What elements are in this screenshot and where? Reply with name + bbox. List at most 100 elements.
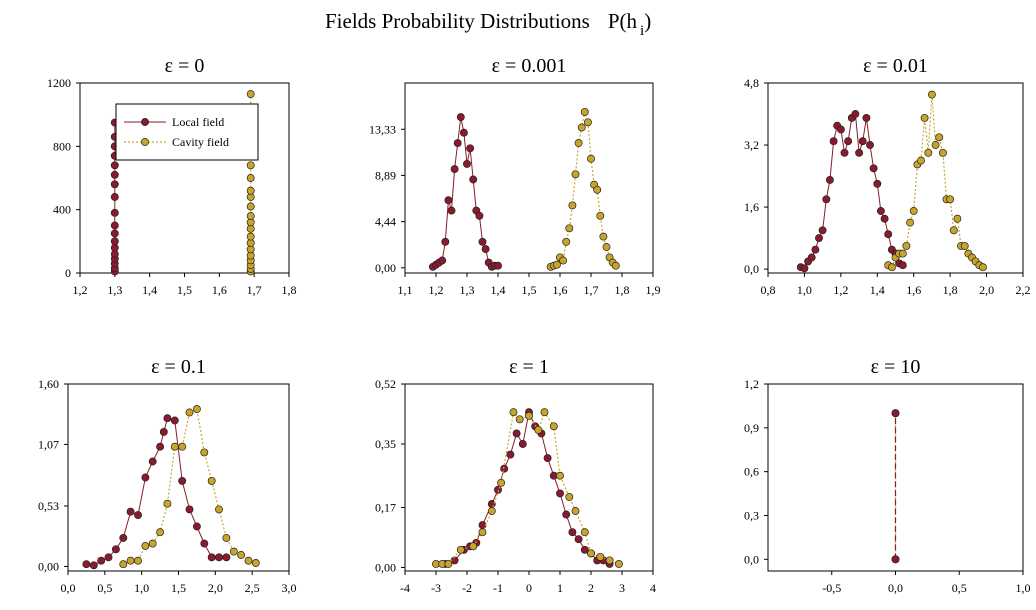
- data-point-local: [119, 533, 128, 542]
- data-point-local: [475, 211, 484, 220]
- data-point-cavity: [534, 425, 543, 434]
- y-tick-label: 800: [53, 139, 71, 153]
- data-point-local: [898, 261, 907, 270]
- data-point-cavity: [574, 139, 583, 148]
- y-tick-label: 0,3: [744, 508, 759, 522]
- data-point-cavity: [556, 471, 564, 480]
- data-point-cavity: [602, 243, 611, 251]
- data-point-cavity: [552, 260, 561, 269]
- data-point-cavity: [246, 90, 255, 99]
- legend-marker: [141, 138, 149, 146]
- x-tick-label: 1: [557, 581, 563, 595]
- data-point-local: [441, 237, 450, 246]
- data-point-cavity: [938, 148, 947, 157]
- data-point-cavity: [909, 207, 918, 215]
- x-tick-label: 3: [619, 581, 625, 595]
- y-tick-label: 0,9: [744, 421, 759, 435]
- y-tick-label: 8,89: [375, 168, 396, 182]
- series-line-local: [800, 112, 904, 269]
- data-point-local: [178, 476, 187, 485]
- y-tick-label: 0,53: [38, 499, 59, 513]
- data-point-cavity: [571, 170, 580, 179]
- data-point-local: [450, 165, 459, 174]
- data-point-local: [215, 553, 223, 562]
- data-point-cavity: [237, 551, 246, 559]
- data-point-local: [481, 245, 490, 254]
- legend-label: Cavity field: [172, 135, 229, 149]
- x-tick-label: 0: [526, 581, 532, 595]
- data-point-cavity: [583, 118, 592, 127]
- panel-title: ε = 0.01: [863, 55, 928, 77]
- data-point-cavity: [207, 476, 216, 485]
- y-tick-label: 4,8: [744, 76, 759, 90]
- data-point-cavity: [487, 507, 496, 515]
- data-point-local: [851, 110, 860, 118]
- data-point-cavity: [246, 161, 255, 170]
- data-point-local: [110, 208, 119, 217]
- data-point-cavity: [515, 415, 524, 424]
- x-tick-label: 1,2: [833, 283, 848, 297]
- data-point-cavity: [156, 528, 165, 537]
- data-point-local: [844, 137, 853, 146]
- data-point-cavity: [924, 148, 933, 157]
- panel-1: ε = 0 1,2 1,3 1,4 1,5 1,6 1,7 1,8 0 400 800 1200 Loc…: [47, 55, 297, 297]
- data-point-local: [829, 137, 838, 146]
- x-tick-label: 0,0: [888, 581, 903, 595]
- data-point-cavity: [509, 408, 518, 417]
- x-tick-label: 1,3: [460, 283, 475, 297]
- data-point-cavity: [580, 528, 589, 537]
- x-tick-label: 1,8: [615, 283, 630, 297]
- x-tick-label: 0,8: [761, 283, 776, 297]
- x-tick-label: 4: [650, 581, 656, 595]
- data-point-local: [89, 561, 98, 570]
- data-point-local: [574, 535, 583, 544]
- data-point-local: [869, 164, 878, 173]
- data-point-cavity: [222, 533, 231, 542]
- panel-5: ε = 1 -4 -3 -2 -1 0 1 2 3 4 0,00 0,17 0,35 0,52: [375, 356, 656, 595]
- data-point-cavity: [949, 226, 958, 235]
- data-point-local: [506, 450, 515, 459]
- panel-3: ε = 0.01 0,8 1,0 1,2 1,4 1,6 1,8 2,0 2,2 0,0 1,6 3,…: [744, 55, 1031, 297]
- data-point-local: [463, 159, 471, 168]
- x-tick-label: 1,7: [584, 283, 599, 297]
- data-point-cavity: [525, 411, 533, 420]
- data-point-local: [568, 528, 577, 537]
- data-point-cavity: [192, 405, 201, 414]
- y-tick-label: 0,00: [38, 559, 59, 573]
- data-point-cavity: [931, 141, 940, 149]
- data-point-cavity: [565, 224, 574, 233]
- panel-title: ε = 0.001: [492, 55, 567, 77]
- x-tick-label: -1: [493, 581, 503, 595]
- data-point-local: [163, 414, 172, 423]
- data-point-local: [170, 416, 179, 425]
- x-tick-label: 1,7: [247, 283, 262, 297]
- data-point-cavity: [126, 556, 135, 565]
- data-point-cavity: [170, 442, 179, 451]
- data-point-cavity: [898, 249, 907, 258]
- y-tick-label: 0,6: [744, 465, 759, 479]
- y-tick-label: 0,52: [375, 377, 396, 391]
- data-point-cavity: [185, 408, 194, 417]
- chart-panels: ε = 0 1,2 1,3 1,4 1,5 1,6 1,7 1,8 0 400 800 1200 Loc…: [38, 55, 1031, 595]
- data-point-local: [556, 489, 564, 498]
- y-tick-label: 1,2: [744, 377, 759, 391]
- data-point-local: [500, 464, 509, 473]
- data-point-local: [148, 457, 157, 466]
- data-point-cavity: [571, 507, 580, 515]
- data-point-local: [840, 148, 849, 157]
- y-tick-label: 0,00: [375, 261, 396, 275]
- data-point-local: [543, 454, 552, 463]
- data-point-local: [518, 440, 527, 448]
- data-point-local: [82, 560, 91, 569]
- data-point-cavity: [568, 201, 577, 210]
- data-point-local: [438, 256, 447, 265]
- legend-box: [115, 103, 259, 161]
- data-point-cavity: [119, 560, 128, 569]
- x-tick-label: 0,5: [952, 581, 967, 595]
- y-tick-label: 4,44: [375, 215, 396, 229]
- y-tick-label: 0: [65, 266, 71, 280]
- data-point-cavity: [497, 478, 506, 487]
- data-point-local: [192, 522, 201, 531]
- data-point-cavity: [549, 422, 558, 431]
